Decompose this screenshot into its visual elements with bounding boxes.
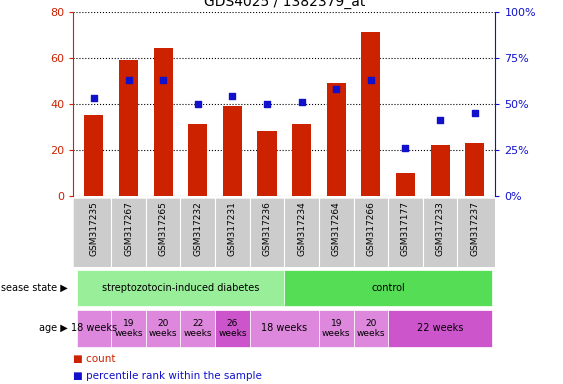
Text: GSM317264: GSM317264 bbox=[332, 201, 341, 256]
Point bbox=[470, 110, 479, 116]
Point bbox=[401, 145, 410, 151]
Point bbox=[367, 77, 376, 83]
Text: 19
weeks: 19 weeks bbox=[114, 319, 143, 338]
Text: ■ percentile rank within the sample: ■ percentile rank within the sample bbox=[73, 371, 262, 381]
Text: GSM317234: GSM317234 bbox=[297, 201, 306, 256]
Bar bbox=[319, 310, 354, 347]
Bar bbox=[84, 115, 104, 196]
Bar bbox=[223, 106, 242, 196]
Point bbox=[193, 101, 202, 107]
Bar bbox=[396, 173, 415, 196]
Text: GSM317265: GSM317265 bbox=[159, 201, 168, 256]
Bar bbox=[431, 145, 450, 196]
Bar bbox=[327, 83, 346, 196]
Text: 18 weeks: 18 weeks bbox=[71, 323, 117, 333]
Bar bbox=[250, 310, 319, 347]
Text: GSM317237: GSM317237 bbox=[470, 201, 479, 256]
Bar bbox=[465, 143, 484, 196]
Bar bbox=[119, 60, 138, 196]
Title: GDS4025 / 1382379_at: GDS4025 / 1382379_at bbox=[204, 0, 365, 9]
Bar bbox=[361, 32, 381, 196]
Text: GSM317266: GSM317266 bbox=[367, 201, 376, 256]
Bar bbox=[77, 310, 111, 347]
Text: GSM317232: GSM317232 bbox=[193, 201, 202, 256]
Text: 19
weeks: 19 weeks bbox=[322, 319, 351, 338]
Bar bbox=[146, 310, 181, 347]
Bar bbox=[292, 124, 311, 196]
Point bbox=[436, 117, 445, 123]
Text: GSM317236: GSM317236 bbox=[262, 201, 271, 256]
Bar bbox=[215, 310, 250, 347]
Text: 20
weeks: 20 weeks bbox=[149, 319, 177, 338]
Text: control: control bbox=[371, 283, 405, 293]
Text: GSM317231: GSM317231 bbox=[228, 201, 237, 256]
Text: 26
weeks: 26 weeks bbox=[218, 319, 247, 338]
Text: age ▶: age ▶ bbox=[39, 323, 68, 333]
Text: 22
weeks: 22 weeks bbox=[184, 319, 212, 338]
Text: 18 weeks: 18 weeks bbox=[261, 323, 307, 333]
Bar bbox=[111, 310, 146, 347]
Point bbox=[262, 101, 271, 107]
Point bbox=[159, 77, 168, 83]
Text: 22 weeks: 22 weeks bbox=[417, 323, 463, 333]
Text: GSM317233: GSM317233 bbox=[436, 201, 445, 256]
Bar bbox=[77, 270, 284, 306]
Bar bbox=[257, 131, 276, 196]
Bar bbox=[181, 310, 215, 347]
Text: ■ count: ■ count bbox=[73, 354, 115, 364]
Text: GSM317177: GSM317177 bbox=[401, 201, 410, 256]
Point bbox=[90, 95, 99, 101]
Bar bbox=[188, 124, 207, 196]
Text: GSM317235: GSM317235 bbox=[90, 201, 99, 256]
Text: streptozotocin-induced diabetes: streptozotocin-induced diabetes bbox=[102, 283, 259, 293]
Point bbox=[124, 77, 133, 83]
Point bbox=[297, 99, 306, 105]
Bar bbox=[284, 270, 492, 306]
Bar bbox=[154, 48, 173, 196]
Point bbox=[332, 86, 341, 92]
Point bbox=[228, 93, 237, 99]
Text: GSM317267: GSM317267 bbox=[124, 201, 133, 256]
Bar bbox=[388, 310, 492, 347]
Text: disease state ▶: disease state ▶ bbox=[0, 283, 68, 293]
Text: 20
weeks: 20 weeks bbox=[356, 319, 385, 338]
Bar bbox=[354, 310, 388, 347]
